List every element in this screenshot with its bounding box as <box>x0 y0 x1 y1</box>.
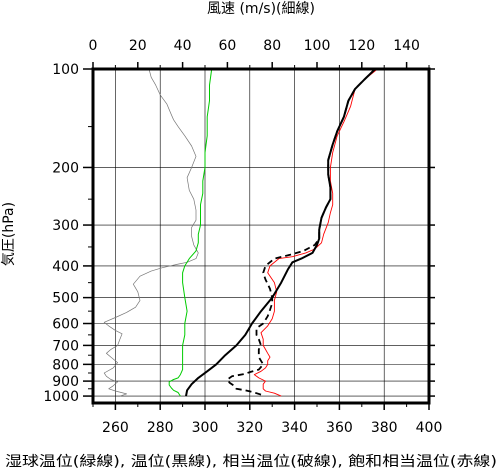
y-axis-label: 気圧(hPa) <box>1 202 17 266</box>
y-tick-label: 200 <box>52 160 79 176</box>
x-bottom-tick-label: 400 <box>416 420 443 436</box>
series-line-theta <box>185 68 376 397</box>
y-tick-label: 900 <box>52 374 79 390</box>
plot-frame <box>91 67 431 405</box>
grid <box>93 69 429 403</box>
x-top-tick-label: 40 <box>174 38 192 54</box>
y-tick-label: 700 <box>52 338 79 354</box>
x-bottom-tick-label: 340 <box>281 420 308 436</box>
x-axis-label: 湿球温位(緑線), 温位(黒線), 相当温位(破線), 飽和相当温位(赤線) <box>5 453 497 470</box>
x-bottom-tick-label: 300 <box>192 420 219 436</box>
y-tick-label: 400 <box>52 259 79 275</box>
x-top-tick-label: 0 <box>89 38 98 54</box>
y-tick-label: 1000 <box>43 389 79 405</box>
x-top-tick-label: 80 <box>263 38 281 54</box>
y-tick-label: 800 <box>52 357 79 373</box>
y-tick-label: 500 <box>52 291 79 307</box>
series-line-theta-w <box>168 68 213 397</box>
x-top-tick-label: 120 <box>348 38 375 54</box>
x-top-tick-label: 20 <box>129 38 147 54</box>
y-tick-label: 300 <box>52 218 79 234</box>
x-top-tick-label: 60 <box>218 38 236 54</box>
x-bottom-tick-label: 260 <box>102 420 129 436</box>
series-group <box>103 68 378 397</box>
y-tick-label: 100 <box>52 62 79 78</box>
x-top-tick-label: 100 <box>304 38 331 54</box>
series-line-theta-es <box>253 68 378 397</box>
x-bottom-tick-label: 320 <box>236 420 263 436</box>
x-bottom-tick-label: 380 <box>371 420 398 436</box>
x-bottom-tick-label: 280 <box>147 420 174 436</box>
x-bottom-tick-label: 360 <box>326 420 353 436</box>
x-top-tick-label: 140 <box>393 38 420 54</box>
chart-title: 風速 (m/s)(細線) <box>207 1 315 17</box>
y-tick-label: 600 <box>52 317 79 333</box>
series-line-wind-speed <box>103 68 199 397</box>
